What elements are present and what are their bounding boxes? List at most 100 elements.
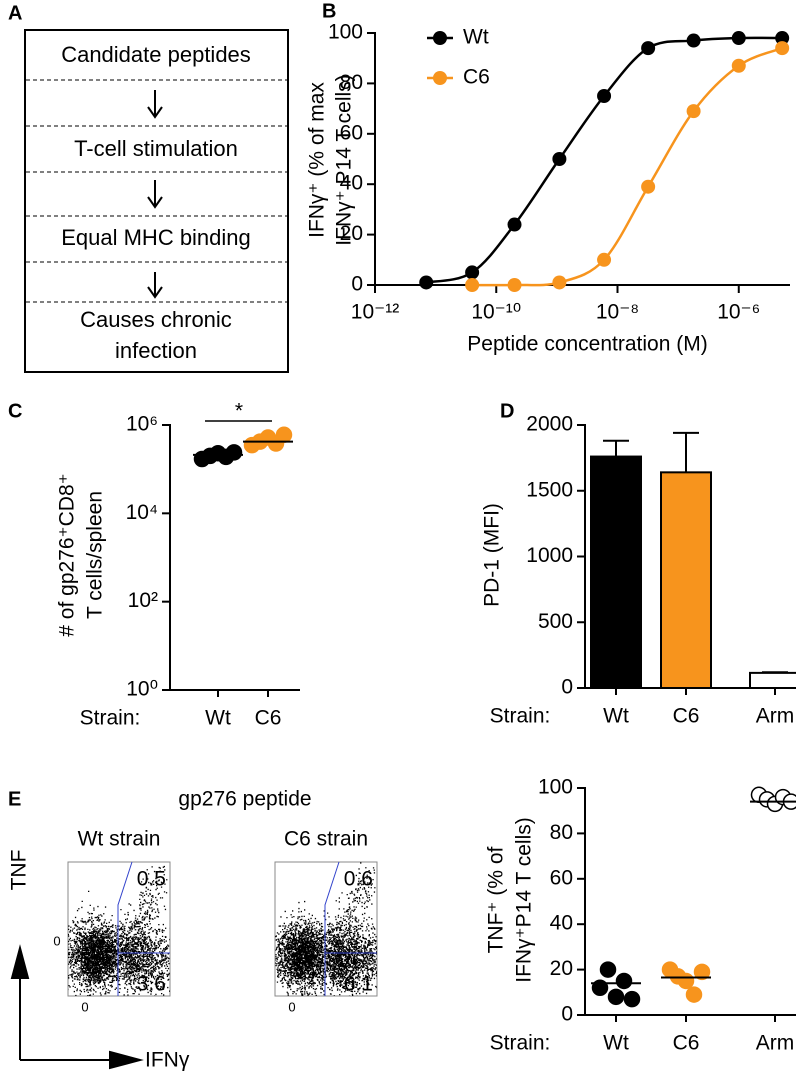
x-tick-label: Arm <box>756 705 795 728</box>
step-text: Equal MHC binding <box>61 225 251 250</box>
quadrant-value: 6.1 <box>344 973 373 996</box>
significance-label: * <box>235 400 243 423</box>
bar <box>749 671 796 690</box>
legend-label: Wt <box>463 26 489 49</box>
bar <box>590 455 642 689</box>
x-tick-label: C6 <box>255 707 282 730</box>
x-arrow <box>20 1050 144 1070</box>
point <box>607 988 625 1006</box>
x-tick-label: 10⁻¹² <box>351 301 399 324</box>
y-tick-label: 60 <box>550 866 573 889</box>
step-text: Causes chronic <box>80 307 232 332</box>
flow-y-label: TNF <box>8 850 31 891</box>
y-tick-label: 80 <box>550 821 573 844</box>
point <box>775 31 790 46</box>
point <box>686 104 701 119</box>
arrow <box>147 180 163 209</box>
y-tick-label: 10⁴ <box>126 501 158 524</box>
point <box>677 972 695 990</box>
point <box>685 986 703 1003</box>
panel-label: A <box>8 2 22 24</box>
point <box>465 278 480 292</box>
y-tick-label: 80 <box>340 71 363 94</box>
y-tick-label: 1000 <box>526 544 573 567</box>
event-dots <box>275 862 377 996</box>
flow-panel: gp276 peptide 0 0 0 TNF IFNγ <box>8 788 378 1072</box>
y-axis-label: PD-1 (MFI) <box>481 503 504 607</box>
point <box>275 426 293 444</box>
y-tick-label: 10⁰ <box>126 678 158 701</box>
y-axis-label: IFNγ⁺ (% of max <box>306 82 329 238</box>
gate <box>117 861 170 996</box>
x-axis-label: Strain: <box>490 705 551 728</box>
x-tick-label: 10⁻¹⁰ <box>471 301 521 324</box>
flow-x-label: IFNγ <box>145 1049 190 1072</box>
x-tick-label: Wt <box>603 705 629 728</box>
y-tick-label: 60 <box>340 121 363 144</box>
step-text: T-cell stimulation <box>74 136 238 161</box>
point <box>641 41 656 56</box>
y-tick-label: 10⁶ <box>126 413 158 436</box>
arrow <box>147 90 163 119</box>
y-tick-label: 500 <box>538 610 573 633</box>
y-tick-label: 100 <box>538 776 573 799</box>
curve <box>472 46 783 287</box>
point <box>641 179 656 194</box>
point <box>693 963 711 981</box>
y-tick-label: 40 <box>340 172 363 195</box>
y-axis-label: # of gp276⁺CD8⁺ <box>56 473 79 636</box>
point <box>552 275 567 290</box>
event-dots <box>68 865 170 996</box>
y-axis-label: TNF⁺ (% of <box>485 846 508 953</box>
x-tick-label: 10⁻⁶ <box>717 301 760 324</box>
point <box>507 217 522 232</box>
x-tick-label: Arm <box>756 1032 795 1055</box>
y-tick-label: 0 <box>351 273 363 296</box>
y-axis-label: T cells/spleen <box>84 491 107 619</box>
bar <box>660 471 712 689</box>
point <box>597 252 612 267</box>
point <box>731 58 746 73</box>
x-tick-label: C6 <box>673 1032 700 1055</box>
step-text: Candidate peptides <box>61 42 251 67</box>
legend-label: C6 <box>463 66 490 89</box>
y-tick-label: 20 <box>550 957 573 980</box>
point <box>615 972 633 990</box>
quadrant-value: 0.6 <box>344 868 373 891</box>
x-tick-label: C6 <box>673 705 700 728</box>
point <box>599 961 617 978</box>
quadrant-value: 3.6 <box>137 973 166 996</box>
point <box>775 41 790 56</box>
x-axis-label: Peptide concentration (M) <box>467 333 707 356</box>
panel-label: B <box>322 0 336 22</box>
x-axis-label: Strain: <box>490 1032 551 1055</box>
point <box>731 31 746 46</box>
point <box>507 278 522 292</box>
step-text: infection <box>115 338 197 363</box>
zero-label: 0 <box>81 999 88 1014</box>
point <box>419 275 434 290</box>
y-axis-label: IFNγ⁺ P14 T cells) <box>333 74 356 245</box>
y-tick-label: 0 <box>561 676 573 699</box>
flow-plot-title: Wt strain <box>78 828 161 851</box>
point <box>623 990 641 1008</box>
point <box>686 33 701 48</box>
y-arrow <box>10 944 30 1060</box>
zero-label: 0 <box>53 933 60 948</box>
y-tick-label: 100 <box>328 21 363 44</box>
panel-label: E <box>8 788 21 810</box>
flow-plot-title: C6 strain <box>284 828 368 851</box>
y-tick-label: 2000 <box>526 413 573 436</box>
x-tick-label: Wt <box>603 1032 629 1055</box>
flow-box <box>24 29 289 373</box>
point <box>465 265 480 280</box>
x-tick-label: 10⁻⁸ <box>596 301 639 324</box>
quadrant-value: 0.5 <box>137 868 166 891</box>
y-tick-label: 0 <box>561 1003 573 1026</box>
x-tick-label: Wt <box>205 707 231 730</box>
point <box>552 152 567 166</box>
point <box>225 444 243 461</box>
zero-label: 0 <box>288 999 295 1014</box>
arrow <box>147 272 163 299</box>
